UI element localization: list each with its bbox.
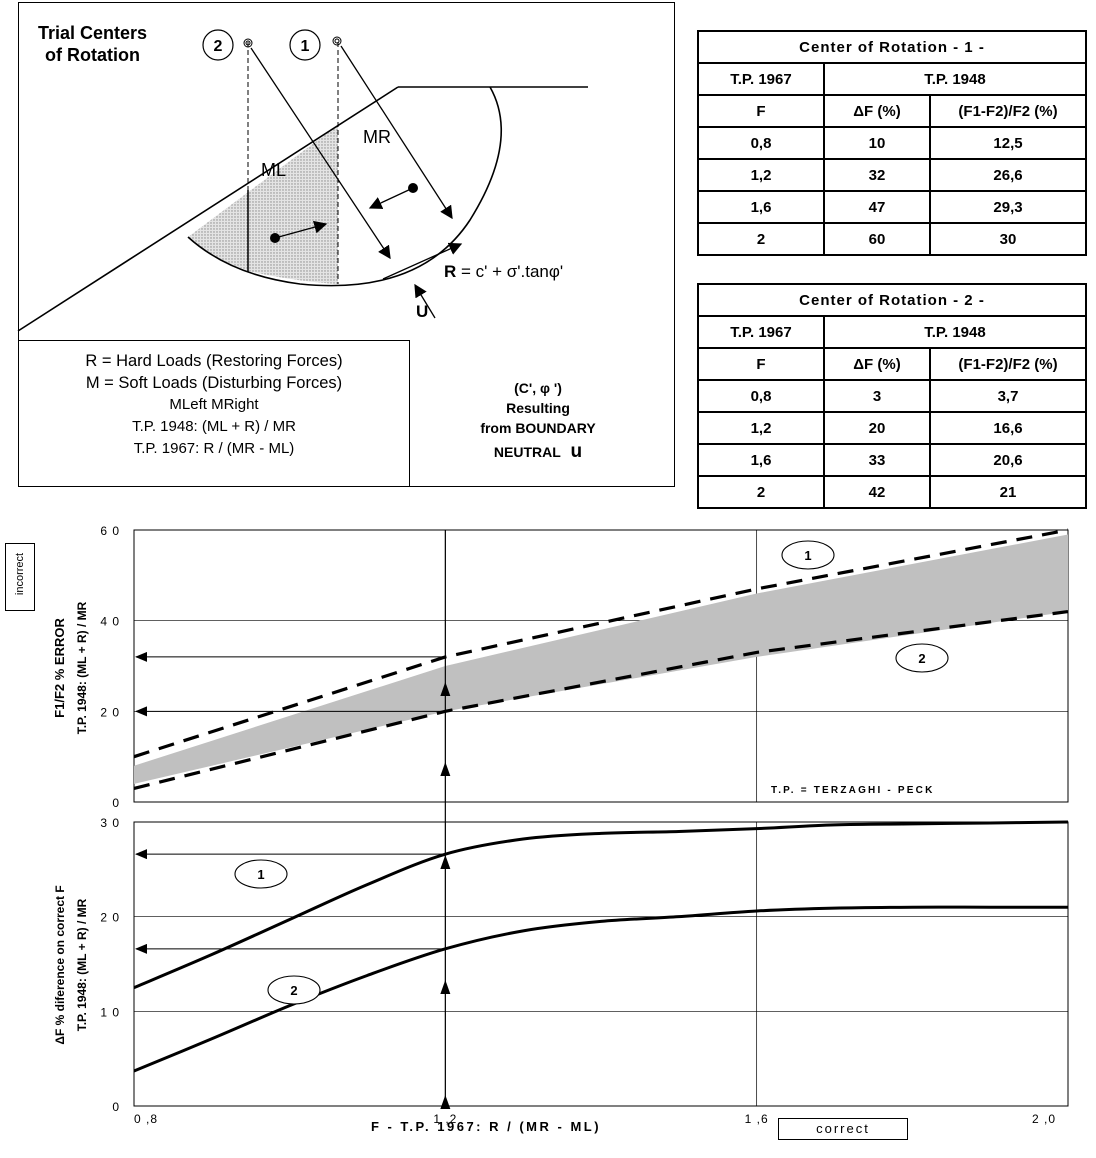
upper-y-tick: 2 0 (100, 705, 120, 719)
lower-y-tick: 0 (112, 1100, 120, 1114)
table-row: 2 42 21 (697, 475, 1087, 509)
upper-y-tick: 4 0 (100, 615, 120, 629)
slope-line (17, 86, 399, 332)
upper-plot-frame (133, 529, 1069, 803)
table-row: 1,2 20 16,6 (697, 411, 1087, 445)
legend-line: M = Soft Loads (Disturbing Forces) (85, 374, 343, 392)
up-arrowhead (440, 682, 451, 696)
r-formula: R = c' + σ'.tanφ' (444, 262, 564, 281)
series-badge (234, 859, 288, 889)
legend-line: T.P. 1948: (ML + R) / MR (132, 418, 296, 435)
charts-svg: 6 0 4 0 2 0 0 3 0 2 0 1 0 0 0 ,8 1 ,2 1 ,6 2 ,0 1 2 1… (52, 524, 1069, 1134)
table-row: 0,8 3 3,7 (697, 379, 1087, 413)
up-arrowhead (440, 855, 451, 869)
up-arrowhead (440, 762, 451, 776)
center-1-table: Center of Rotation - 1 - T.P. 1967 T.P. 1… (697, 30, 1087, 256)
upper-series-1 (133, 528, 1069, 759)
legend-line: T.P. 1967: R / (MR - ML) (133, 440, 295, 457)
table-row: 1,2 32 26,6 (697, 158, 1087, 192)
table-row: 1,6 47 29,3 (697, 190, 1087, 224)
series-badge (895, 643, 949, 673)
table-title: Center of Rotation - 2 - (697, 283, 1087, 317)
lower-y-tick: 1 0 (100, 1005, 120, 1019)
table-row: 0,8 10 12,5 (697, 126, 1087, 160)
correct-tag: correct (778, 1118, 908, 1140)
x-tick: 2 ,0 (1032, 1112, 1056, 1126)
slip-circle (187, 86, 503, 287)
center-2-badge (202, 29, 234, 61)
lower-y-tick: 3 0 (100, 816, 120, 830)
lower-series-1 (133, 820, 1069, 990)
up-arrowhead (440, 1095, 451, 1109)
center-1-marker (332, 36, 342, 46)
x-tick: 1 ,6 (745, 1112, 769, 1126)
lower-y-tick: 2 0 (100, 911, 120, 925)
tp-note: T.P. = TERZAGHI - PECK (771, 785, 935, 796)
table-title: Center of Rotation - 1 - (697, 30, 1087, 64)
series-badge-label: 2 (918, 651, 925, 666)
up-arrowhead (440, 980, 451, 994)
center-2-marker (243, 38, 253, 48)
error-band (134, 534, 1068, 784)
center-1-badge (289, 29, 321, 61)
center-2-label: 2 (214, 38, 223, 55)
ml-label: ML (261, 160, 287, 180)
upper-y-tick: 0 (112, 796, 120, 810)
x-tick: 0 ,8 (134, 1112, 158, 1126)
upper-ylabel-2: T.P. 1948: (ML + R) / MR (75, 601, 89, 734)
diagram-title: Trial Centers of Rotation (38, 23, 148, 65)
lower-series-2 (133, 905, 1068, 1073)
series-badge (781, 540, 835, 570)
ml-shaded-area (188, 125, 338, 284)
series-badge-label: 2 (290, 983, 297, 998)
mr-label: MR (363, 127, 391, 147)
legend-line: MLeft MRight (169, 396, 259, 413)
upper-y-tick: 6 0 (100, 524, 120, 538)
x-axis-label: F - T.P. 1967: R / (MR - ML) (371, 1119, 601, 1134)
lower-ylabel-2: T.P. 1948: (ML + R) / MR (75, 898, 89, 1031)
upper-series-2 (133, 610, 1069, 790)
center-2-table: Center of Rotation - 2 - T.P. 1967 T.P. 1… (697, 283, 1087, 509)
series-badge-label: 1 (804, 548, 811, 563)
legend-text: R = Hard Loads (Restoring Forces) M = So… (18, 350, 410, 460)
u-label: U (416, 302, 429, 321)
center-1-label: 1 (301, 38, 310, 55)
legend-line: R = Hard Loads (Restoring Forces) (85, 352, 343, 370)
table-row: 2 60 30 (697, 222, 1087, 256)
legend-box (18, 340, 410, 487)
incorrect-tag: incorrect (5, 543, 35, 611)
table-row: 1,6 33 20,6 (697, 443, 1087, 477)
slope-diagram: 2 1 (17, 29, 588, 332)
series-badge (267, 975, 321, 1005)
lower-ylabel-1: ΔF % diference on correct F (53, 885, 67, 1044)
x-tick: 1 ,2 (433, 1112, 457, 1126)
lower-plot-frame (133, 821, 1069, 1107)
series-badge-label: 1 (257, 867, 264, 882)
upper-ylabel-1: F1/F2 % ERROR (52, 618, 67, 718)
boundary-note: (C', φ ') Resulting from BOUNDARY NEUTRA… (480, 380, 596, 462)
